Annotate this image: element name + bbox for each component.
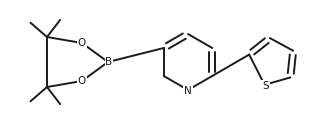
Text: N: N (184, 86, 192, 96)
Text: O: O (78, 38, 86, 48)
Text: O: O (78, 76, 86, 86)
Text: S: S (262, 81, 269, 91)
Text: B: B (106, 57, 113, 67)
